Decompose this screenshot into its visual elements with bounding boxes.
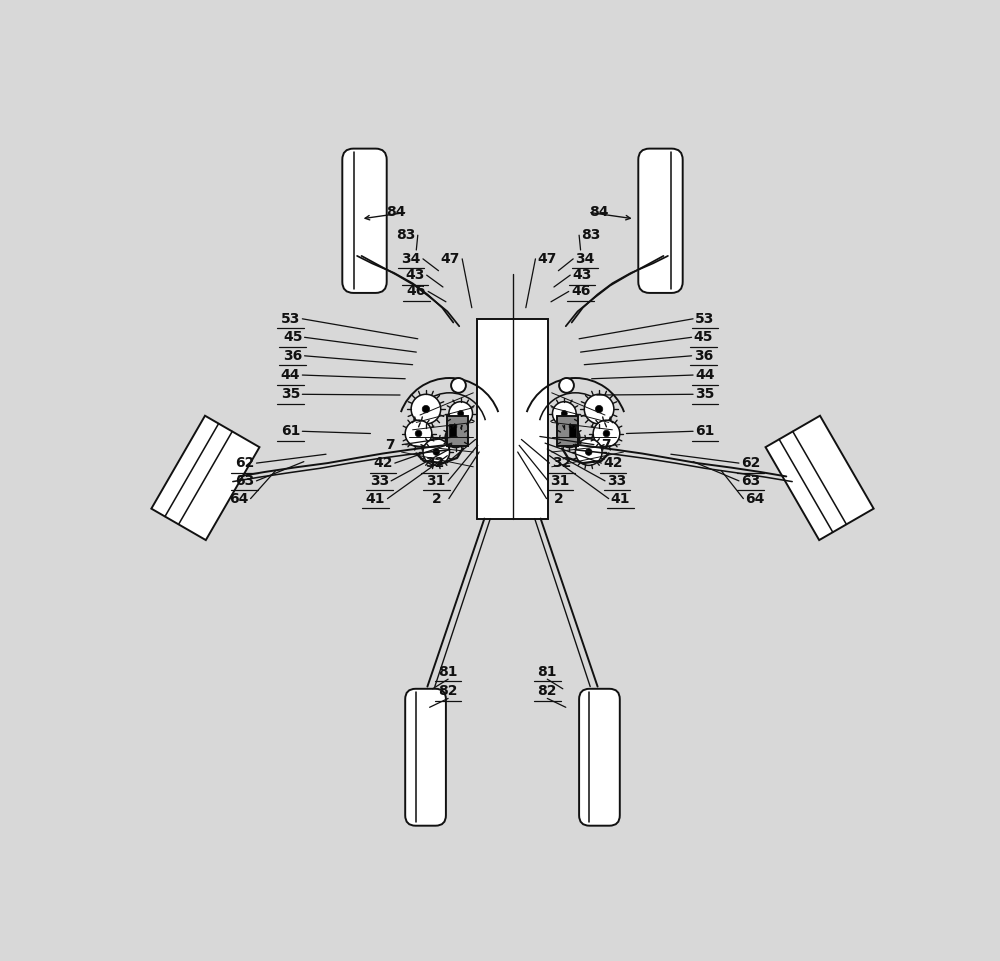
Circle shape	[458, 410, 464, 416]
Circle shape	[561, 410, 567, 416]
Bar	[447, 416, 468, 446]
Text: 45: 45	[283, 331, 302, 344]
Text: 7: 7	[386, 437, 395, 452]
Text: 84: 84	[589, 206, 609, 219]
Circle shape	[584, 394, 614, 424]
Text: 35: 35	[695, 387, 715, 402]
Text: 63: 63	[741, 474, 760, 488]
Text: 82: 82	[538, 684, 557, 698]
FancyBboxPatch shape	[638, 149, 683, 293]
Text: 41: 41	[366, 492, 385, 505]
Text: 83: 83	[581, 228, 601, 242]
Circle shape	[453, 434, 458, 440]
Polygon shape	[151, 416, 259, 540]
Text: 44: 44	[695, 368, 715, 382]
Text: 61: 61	[281, 425, 300, 438]
Text: 42: 42	[373, 456, 393, 470]
FancyBboxPatch shape	[342, 149, 387, 293]
Text: 36: 36	[694, 349, 713, 363]
Text: 45: 45	[694, 331, 713, 344]
Text: 41: 41	[611, 492, 630, 505]
Circle shape	[451, 378, 466, 393]
Text: 43: 43	[572, 268, 592, 283]
Text: 44: 44	[281, 368, 300, 382]
Bar	[477, 319, 548, 519]
Text: 34: 34	[401, 252, 421, 266]
Text: 47: 47	[538, 252, 557, 266]
Bar	[569, 424, 576, 437]
Circle shape	[559, 378, 574, 393]
Text: 31: 31	[550, 474, 570, 488]
Text: 64: 64	[746, 492, 765, 505]
Text: 2: 2	[432, 492, 442, 505]
Text: 61: 61	[695, 425, 715, 438]
Circle shape	[405, 420, 432, 447]
Circle shape	[423, 438, 450, 465]
FancyBboxPatch shape	[405, 689, 446, 825]
Text: 64: 64	[229, 492, 248, 505]
Circle shape	[422, 406, 430, 413]
Circle shape	[593, 420, 620, 447]
Text: 7: 7	[601, 437, 611, 452]
Text: 84: 84	[387, 206, 406, 219]
Text: 33: 33	[607, 474, 626, 488]
Circle shape	[585, 449, 592, 456]
Circle shape	[575, 438, 602, 465]
Circle shape	[603, 431, 610, 437]
Text: 32: 32	[425, 456, 444, 470]
Circle shape	[595, 406, 603, 413]
Text: 34: 34	[575, 252, 595, 266]
Text: 43: 43	[405, 268, 425, 283]
Text: 81: 81	[538, 665, 557, 678]
Text: 36: 36	[283, 349, 302, 363]
Circle shape	[415, 431, 422, 437]
Text: 62: 62	[235, 456, 254, 470]
Text: 42: 42	[603, 456, 623, 470]
FancyBboxPatch shape	[579, 689, 620, 825]
Text: 53: 53	[281, 311, 300, 326]
Text: 62: 62	[741, 456, 760, 470]
Text: 35: 35	[281, 387, 300, 402]
Polygon shape	[766, 416, 874, 540]
Circle shape	[445, 427, 466, 448]
Circle shape	[411, 394, 441, 424]
Text: 82: 82	[438, 684, 458, 698]
Circle shape	[567, 434, 572, 440]
Text: 53: 53	[695, 311, 715, 326]
Circle shape	[552, 402, 576, 426]
Text: 2: 2	[554, 492, 563, 505]
Text: 81: 81	[438, 665, 458, 678]
Bar	[557, 416, 578, 446]
Text: 31: 31	[427, 474, 446, 488]
Text: 46: 46	[571, 284, 590, 299]
Text: 83: 83	[396, 228, 416, 242]
Text: 47: 47	[441, 252, 460, 266]
Circle shape	[559, 427, 580, 448]
Text: 46: 46	[407, 284, 426, 299]
Circle shape	[449, 402, 473, 426]
Text: 63: 63	[235, 474, 254, 488]
Text: 33: 33	[370, 474, 389, 488]
Circle shape	[433, 449, 440, 456]
Bar	[449, 424, 456, 437]
Text: 32: 32	[552, 456, 571, 470]
